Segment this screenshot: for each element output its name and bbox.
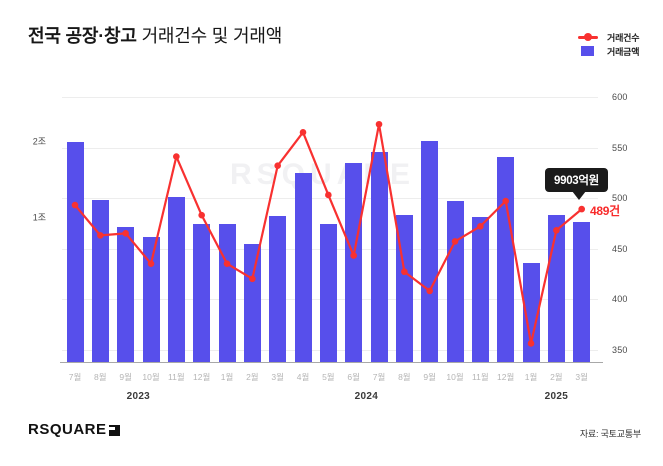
right-axis-tick: 450 — [612, 243, 628, 254]
x-axis-month-label: 12월 — [497, 372, 515, 382]
line-series-dot-icon — [584, 33, 592, 41]
bar-5월-10[interactable] — [319, 224, 337, 362]
left-axis-tick: 2조 — [32, 136, 46, 147]
rsquare-logo: RSQUARE — [28, 421, 120, 438]
x-axis-month-label: 7월 — [68, 372, 82, 382]
right-axis-tick: 400 — [612, 294, 628, 304]
right-axis-tick: 350 — [612, 344, 628, 355]
bar-4월-9[interactable] — [294, 172, 312, 362]
right-axis-tick: 600 — [612, 92, 628, 102]
gridline — [62, 198, 598, 199]
bar-1월-18[interactable] — [522, 263, 540, 362]
right-axis-tick: 500 — [612, 193, 628, 203]
x-axis-month-label: 11월 — [168, 372, 185, 382]
gridline — [62, 147, 598, 149]
bar-1월-6[interactable] — [218, 224, 236, 362]
count-point-12월-5[interactable] — [198, 211, 205, 219]
page-title-rest: 거래건수 및 거래액 — [136, 26, 283, 46]
count-point-4월-9[interactable] — [299, 129, 307, 136]
x-axis-line — [60, 362, 603, 363]
count-callout: 489건 — [590, 204, 620, 219]
x-axis-month-label: 2월 — [550, 372, 563, 382]
count-point-11월-4[interactable] — [173, 153, 180, 160]
legend-count-label: 거래건수 — [607, 32, 640, 43]
x-axis-month-label: 3월 — [575, 372, 588, 382]
x-axis-month-label: 8월 — [94, 372, 107, 382]
x-axis-month-label: 6월 — [347, 372, 360, 382]
x-axis-month-label: 10월 — [446, 372, 464, 382]
bar-2월-7[interactable] — [243, 243, 261, 362]
x-axis-month-label: 9월 — [423, 372, 436, 382]
x-axis-month-label: 11월 — [472, 372, 489, 382]
left-axis-tick: 1조 — [32, 212, 46, 223]
right-axis-tick: 550 — [612, 142, 628, 153]
bar-8월-13[interactable] — [395, 214, 413, 362]
bar-10월-15[interactable] — [446, 200, 464, 362]
gridline — [62, 97, 598, 98]
x-axis-month-label: 1월 — [524, 372, 538, 382]
page-title: 전국 공장·창고 거래건수 및 거래액 — [28, 22, 282, 48]
x-axis-year-label-2025: 2025 — [544, 391, 569, 402]
bar-12월-5[interactable] — [193, 224, 211, 362]
count-point-7월-12[interactable] — [375, 120, 383, 128]
amount-tooltip-arrow-icon — [572, 191, 586, 200]
x-axis-month-label: 3월 — [271, 372, 284, 382]
bar-8월-1[interactable] — [91, 199, 109, 362]
bar-12월-17[interactable] — [497, 157, 515, 362]
bar-11월-16[interactable] — [471, 217, 489, 362]
legend-count: 거래건수 — [578, 31, 640, 43]
legend-amount-label: 거래금액 — [607, 46, 640, 57]
source-note: 자료: 국토교통부 — [579, 429, 641, 439]
x-axis-month-label: 8월 — [398, 372, 411, 382]
x-axis-month-label: 2월 — [246, 372, 259, 382]
x-axis-month-label: 1월 — [220, 372, 234, 382]
line-series-icon — [578, 33, 598, 41]
bar-series-icon — [581, 46, 594, 56]
rsquare-logo-mark-icon — [108, 424, 120, 436]
amount-tooltip: 9903억원 — [545, 168, 608, 192]
page-title-bold: 전국 공장·창고 — [28, 26, 137, 46]
legend-amount: 거래금액 — [578, 45, 640, 57]
x-axis-month-label: 4월 — [296, 372, 310, 382]
bar-3월-8[interactable] — [269, 215, 287, 362]
bar-9월-14[interactable] — [421, 140, 439, 362]
x-axis-year-label-2024: 2024 — [354, 391, 379, 402]
bar-9월-2[interactable] — [117, 227, 135, 362]
bar-3월-20[interactable] — [573, 221, 591, 362]
x-axis-month-label: 12월 — [193, 372, 211, 382]
x-axis-month-label: 9월 — [119, 372, 132, 382]
bar-2월-19[interactable] — [547, 214, 565, 362]
bar-10월-3[interactable] — [142, 237, 160, 362]
bar-7월-0[interactable] — [66, 141, 84, 362]
count-point-3월-20[interactable] — [578, 205, 585, 213]
bar-11월-4[interactable] — [167, 197, 185, 362]
x-axis-year-label-2023: 2023 — [126, 391, 151, 402]
bar-6월-11[interactable] — [345, 162, 363, 362]
x-axis-month-label: 7월 — [372, 372, 386, 382]
bar-7월-12[interactable] — [370, 151, 388, 362]
rsquare-logo-text: RSQUARE — [28, 421, 107, 438]
x-axis-month-label: 10월 — [142, 372, 160, 382]
x-axis-month-label: 5월 — [322, 372, 335, 382]
